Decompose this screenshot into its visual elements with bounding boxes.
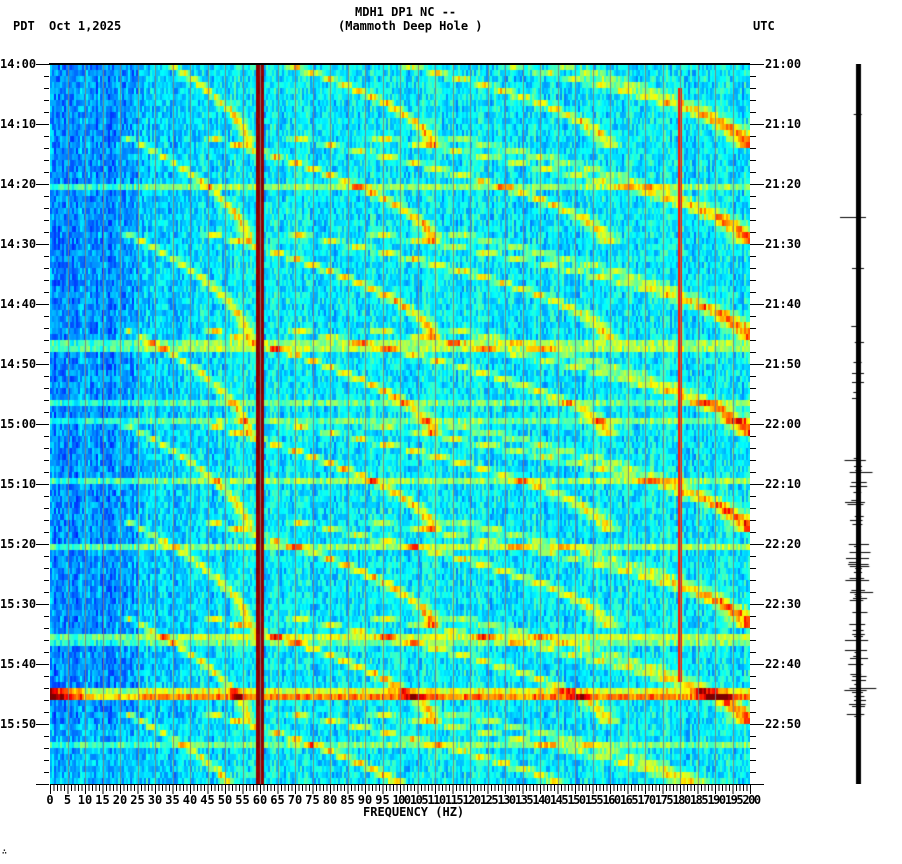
y-tick-label-left: 14:10 bbox=[0, 117, 37, 131]
y-tick-label-left: 14:50 bbox=[0, 357, 37, 371]
y-tick-label-right: 22:20 bbox=[765, 537, 802, 551]
x-tick-label: 5 bbox=[63, 793, 72, 807]
x-tick-label: 50 bbox=[217, 793, 233, 807]
y-tick-label-left: 14:40 bbox=[0, 297, 37, 311]
x-tick-label: 170 bbox=[637, 793, 656, 807]
x-tick-label: 105 bbox=[409, 793, 429, 807]
y-tick-label-right: 21:00 bbox=[765, 57, 802, 71]
seismogram-trace bbox=[830, 64, 890, 784]
station-name: (Mammoth Deep Hole ) bbox=[338, 19, 483, 33]
y-tick-label-right: 21:20 bbox=[765, 177, 802, 191]
y-tick-label-left: 14:00 bbox=[0, 57, 37, 71]
x-tick-label: 85 bbox=[340, 793, 355, 807]
x-tick-label: 20 bbox=[112, 793, 128, 807]
x-tick-label: 135 bbox=[514, 793, 534, 807]
x-tick-label: 10 bbox=[77, 793, 93, 807]
x-tick-label: 40 bbox=[182, 793, 198, 807]
x-tick-label: 115 bbox=[444, 793, 464, 807]
station-line: MDH1 DP1 NC -- bbox=[355, 5, 457, 19]
spectrogram-plot bbox=[50, 64, 750, 784]
x-tick-label: 35 bbox=[165, 793, 180, 807]
x-tick-label: 180 bbox=[672, 793, 691, 807]
x-tick-label: 100 bbox=[392, 793, 411, 807]
y-tick-label-left: 15:00 bbox=[0, 417, 37, 431]
x-tick-label: 30 bbox=[147, 793, 163, 807]
y-tick-label-right: 21:40 bbox=[765, 297, 802, 311]
y-tick-label-left: 15:10 bbox=[0, 477, 37, 491]
y-tick-label-right: 21:30 bbox=[765, 237, 802, 251]
x-tick-label: 155 bbox=[584, 793, 604, 807]
x-tick-label: 190 bbox=[707, 793, 726, 807]
y-tick-label-right: 22:40 bbox=[765, 657, 802, 671]
x-tick-label: 185 bbox=[689, 793, 709, 807]
plot-frame bbox=[49, 63, 750, 783]
x-tick-label: 140 bbox=[532, 793, 551, 807]
x-tick-label: 165 bbox=[619, 793, 639, 807]
x-tick-label: 125 bbox=[479, 793, 499, 807]
x-tick-label: 45 bbox=[200, 793, 215, 807]
x-tick-label: 15 bbox=[95, 793, 110, 807]
x-tick-label: 175 bbox=[654, 793, 674, 807]
x-tick-label: 55 bbox=[235, 793, 250, 807]
date-label: Oct 1,2025 bbox=[49, 19, 122, 33]
x-tick-label: 0 bbox=[46, 793, 54, 807]
y-tick-label-left: 14:20 bbox=[0, 177, 37, 191]
x-tick-label: 110 bbox=[427, 793, 446, 807]
y-tick-label-left: 15:30 bbox=[0, 597, 37, 611]
x-tick-label: 145 bbox=[549, 793, 569, 807]
x-tick-label: 200 bbox=[742, 793, 761, 807]
y-tick-label-right: 22:00 bbox=[765, 417, 802, 431]
x-tick-label: 120 bbox=[462, 793, 481, 807]
x-tick-label: 65 bbox=[270, 793, 285, 807]
x-axis-title: FREQUENCY (HZ) bbox=[363, 805, 465, 819]
y-tick-label-right: 22:30 bbox=[765, 597, 802, 611]
y-tick-label-left: 15:50 bbox=[0, 717, 37, 731]
y-tick-label-right: 21:10 bbox=[765, 117, 802, 131]
x-tick-label: 80 bbox=[322, 793, 338, 807]
left-timezone: PDT bbox=[13, 19, 35, 33]
x-tick-label: 95 bbox=[375, 793, 390, 807]
x-tick-label: 150 bbox=[567, 793, 586, 807]
x-tick-label: 75 bbox=[305, 793, 320, 807]
x-tick-label: 70 bbox=[287, 793, 303, 807]
y-tick-label-left: 15:20 bbox=[0, 537, 37, 551]
footer-mark: ∴ bbox=[2, 847, 7, 856]
x-tick-label: 90 bbox=[357, 793, 373, 807]
y-tick-label-right: 22:50 bbox=[765, 717, 802, 731]
x-tick-label: 25 bbox=[130, 793, 145, 807]
right-timezone: UTC bbox=[753, 19, 775, 33]
x-tick-label: 60 bbox=[252, 793, 268, 807]
x-tick-label: 130 bbox=[497, 793, 516, 807]
y-tick-label-left: 15:40 bbox=[0, 657, 37, 671]
x-tick-label: 195 bbox=[724, 793, 744, 807]
x-tick-label: 160 bbox=[602, 793, 621, 807]
y-tick-label-left: 14:30 bbox=[0, 237, 37, 251]
y-tick-label-right: 21:50 bbox=[765, 357, 802, 371]
y-tick-label-right: 22:10 bbox=[765, 477, 802, 491]
